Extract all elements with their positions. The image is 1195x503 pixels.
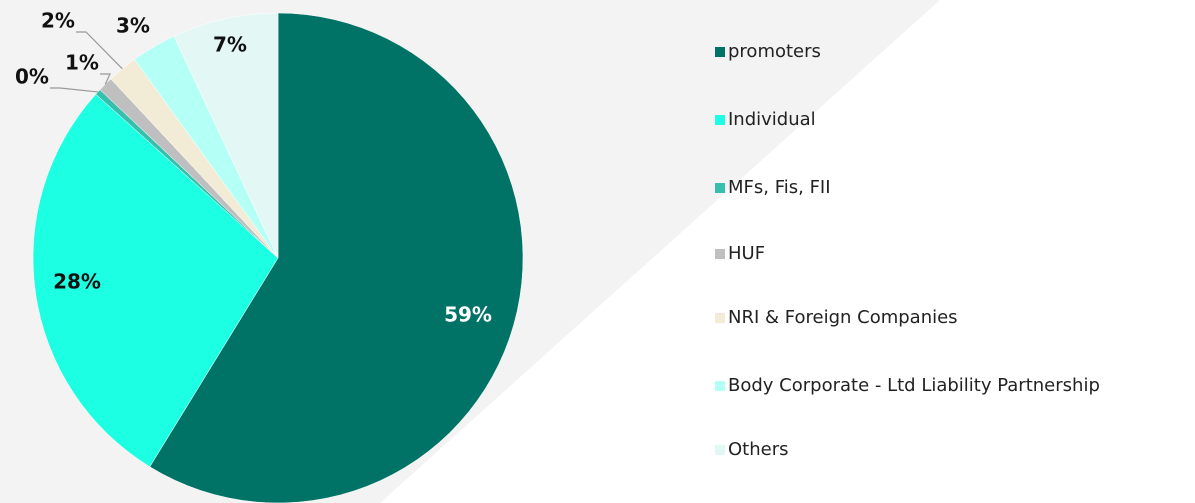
- legend-label: promoters: [728, 41, 821, 62]
- legend-label: NRI & Foreign Companies: [728, 307, 958, 328]
- legend-swatch: [715, 445, 725, 455]
- legend-label: MFs, Fis, FII: [728, 177, 831, 198]
- data-label: 3%: [116, 14, 150, 38]
- leader-line: [76, 31, 123, 70]
- data-label: 59%: [444, 303, 492, 327]
- legend-swatch: [715, 313, 725, 323]
- data-label: 7%: [213, 33, 247, 57]
- legend-label: Individual: [728, 109, 816, 130]
- legend-swatch: [715, 183, 725, 193]
- legend-swatch: [715, 47, 725, 57]
- pie-slice: [32, 93, 279, 468]
- leader-line: [50, 87, 98, 93]
- data-label: 1%: [65, 51, 99, 75]
- legend-swatch: [715, 249, 725, 259]
- data-label: 0%: [15, 65, 49, 89]
- legend-swatch: [715, 381, 725, 391]
- data-label: 2%: [41, 9, 75, 33]
- pie-slice: [173, 12, 279, 259]
- leader-line: [100, 73, 111, 85]
- data-label: 28%: [53, 270, 101, 294]
- legend-label: HUF: [728, 243, 765, 264]
- legend-label: Others: [728, 439, 789, 460]
- legend-label: Body Corporate - Ltd Liability Partnersh…: [728, 375, 1100, 396]
- legend-swatch: [715, 115, 725, 125]
